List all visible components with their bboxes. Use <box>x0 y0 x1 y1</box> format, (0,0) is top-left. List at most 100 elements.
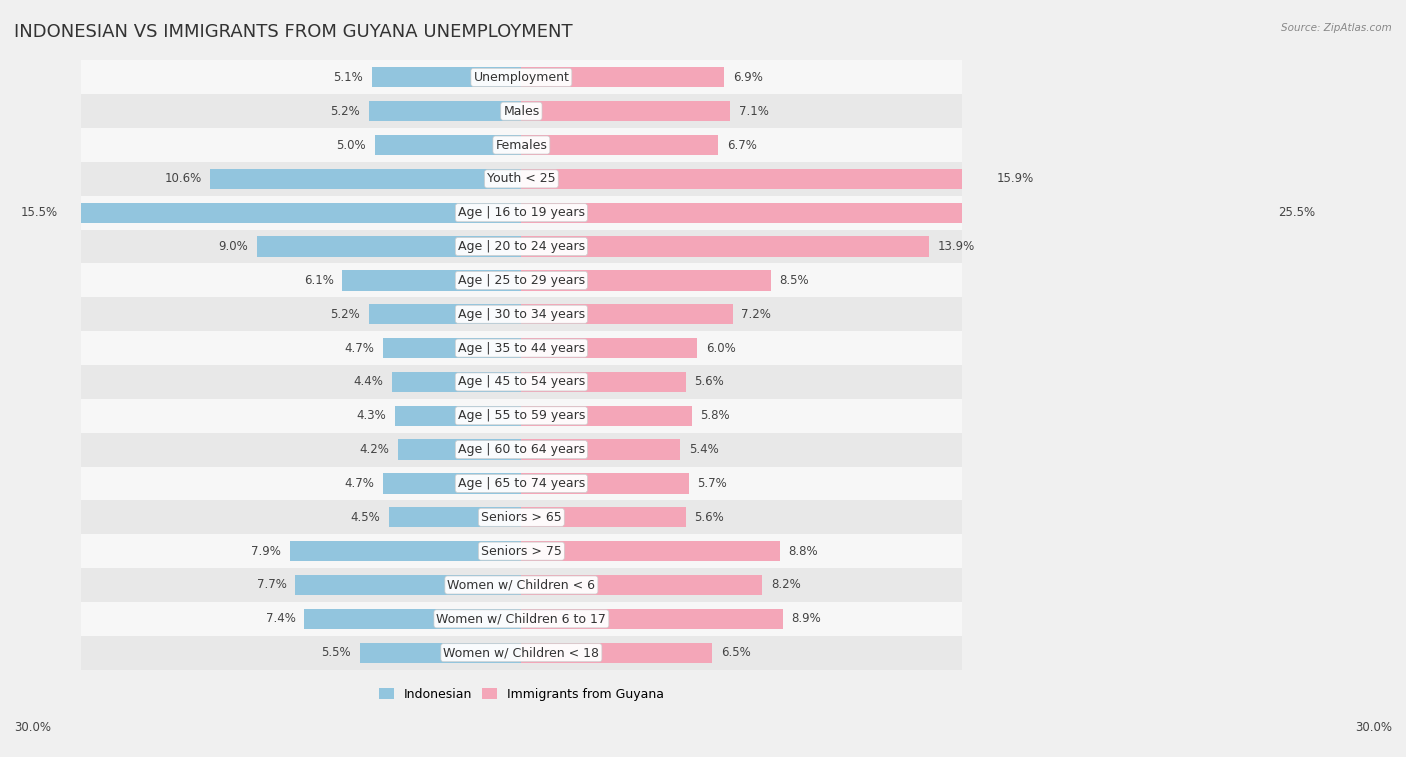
Text: 4.7%: 4.7% <box>344 477 374 490</box>
Text: Source: ZipAtlas.com: Source: ZipAtlas.com <box>1281 23 1392 33</box>
Text: Age | 25 to 29 years: Age | 25 to 29 years <box>458 274 585 287</box>
Bar <box>374 135 522 155</box>
Text: 13.9%: 13.9% <box>938 240 976 253</box>
Text: 8.9%: 8.9% <box>792 612 821 625</box>
Bar <box>82 196 962 229</box>
Text: 6.5%: 6.5% <box>721 646 751 659</box>
Bar <box>522 440 681 459</box>
Text: 15.5%: 15.5% <box>21 206 58 220</box>
Bar <box>389 507 522 528</box>
Text: 5.6%: 5.6% <box>695 375 724 388</box>
Text: 5.6%: 5.6% <box>695 511 724 524</box>
Bar <box>522 236 929 257</box>
Bar <box>522 67 724 88</box>
Bar <box>82 602 962 636</box>
Bar <box>522 473 689 494</box>
Bar <box>522 135 718 155</box>
Text: Females: Females <box>495 139 547 151</box>
Text: 5.5%: 5.5% <box>322 646 352 659</box>
Text: INDONESIAN VS IMMIGRANTS FROM GUYANA UNEMPLOYMENT: INDONESIAN VS IMMIGRANTS FROM GUYANA UNE… <box>14 23 572 41</box>
Legend: Indonesian, Immigrants from Guyana: Indonesian, Immigrants from Guyana <box>374 683 669 706</box>
Text: 8.2%: 8.2% <box>770 578 800 591</box>
Text: Women w/ Children < 18: Women w/ Children < 18 <box>443 646 599 659</box>
Text: Age | 60 to 64 years: Age | 60 to 64 years <box>458 443 585 456</box>
Bar <box>522 101 730 121</box>
Text: 25.5%: 25.5% <box>1278 206 1316 220</box>
Text: 7.7%: 7.7% <box>257 578 287 591</box>
Bar <box>82 229 962 263</box>
Text: Age | 45 to 54 years: Age | 45 to 54 years <box>458 375 585 388</box>
Bar <box>395 406 522 426</box>
Text: Unemployment: Unemployment <box>474 71 569 84</box>
Bar <box>82 162 962 196</box>
Text: 4.4%: 4.4% <box>353 375 384 388</box>
Bar <box>384 473 522 494</box>
Text: 6.1%: 6.1% <box>304 274 333 287</box>
Bar <box>82 263 962 298</box>
Text: 7.9%: 7.9% <box>250 544 281 558</box>
Bar <box>82 95 962 128</box>
Bar <box>82 433 962 466</box>
Text: 4.5%: 4.5% <box>350 511 381 524</box>
Bar <box>82 500 962 534</box>
Bar <box>522 270 770 291</box>
Text: 7.2%: 7.2% <box>741 308 772 321</box>
Bar <box>290 541 522 561</box>
Text: Age | 55 to 59 years: Age | 55 to 59 years <box>458 410 585 422</box>
Text: 15.9%: 15.9% <box>997 173 1033 185</box>
Text: 10.6%: 10.6% <box>165 173 201 185</box>
Text: 7.1%: 7.1% <box>738 104 769 117</box>
Bar <box>82 534 962 568</box>
Text: 5.7%: 5.7% <box>697 477 727 490</box>
Text: 5.4%: 5.4% <box>689 443 718 456</box>
Text: Age | 16 to 19 years: Age | 16 to 19 years <box>458 206 585 220</box>
Text: Age | 35 to 44 years: Age | 35 to 44 years <box>458 341 585 354</box>
Bar <box>522 609 783 629</box>
Text: 5.8%: 5.8% <box>700 410 730 422</box>
Text: 30.0%: 30.0% <box>1355 721 1392 734</box>
Bar <box>368 101 522 121</box>
Text: Age | 30 to 34 years: Age | 30 to 34 years <box>458 308 585 321</box>
Text: 4.3%: 4.3% <box>357 410 387 422</box>
Text: Youth < 25: Youth < 25 <box>486 173 555 185</box>
Bar <box>522 203 1270 223</box>
Text: 5.0%: 5.0% <box>336 139 366 151</box>
Text: 8.5%: 8.5% <box>780 274 810 287</box>
Bar <box>522 541 780 561</box>
Bar <box>522 169 988 189</box>
Text: 6.7%: 6.7% <box>727 139 756 151</box>
Bar <box>522 338 697 358</box>
Bar <box>82 61 962 95</box>
Text: Women w/ Children < 6: Women w/ Children < 6 <box>447 578 595 591</box>
Text: 7.4%: 7.4% <box>266 612 295 625</box>
Bar <box>82 365 962 399</box>
Text: Seniors > 65: Seniors > 65 <box>481 511 562 524</box>
Bar <box>304 609 522 629</box>
Bar <box>522 372 686 392</box>
Bar <box>82 128 962 162</box>
Bar <box>82 331 962 365</box>
Text: 8.8%: 8.8% <box>789 544 818 558</box>
Bar <box>371 67 522 88</box>
Bar <box>522 507 686 528</box>
Text: 5.1%: 5.1% <box>333 71 363 84</box>
Text: Age | 20 to 24 years: Age | 20 to 24 years <box>458 240 585 253</box>
Bar <box>82 636 962 670</box>
Bar <box>82 466 962 500</box>
Bar <box>398 440 522 459</box>
Bar <box>82 568 962 602</box>
Text: 5.2%: 5.2% <box>330 104 360 117</box>
Text: Age | 65 to 74 years: Age | 65 to 74 years <box>458 477 585 490</box>
Bar <box>257 236 522 257</box>
Text: 4.7%: 4.7% <box>344 341 374 354</box>
Text: 6.9%: 6.9% <box>733 71 762 84</box>
Text: Males: Males <box>503 104 540 117</box>
Bar <box>522 304 733 325</box>
Bar <box>66 203 522 223</box>
Bar <box>522 406 692 426</box>
Text: 9.0%: 9.0% <box>219 240 249 253</box>
Text: 30.0%: 30.0% <box>14 721 51 734</box>
Bar <box>211 169 522 189</box>
Bar <box>82 399 962 433</box>
Bar <box>522 643 713 663</box>
